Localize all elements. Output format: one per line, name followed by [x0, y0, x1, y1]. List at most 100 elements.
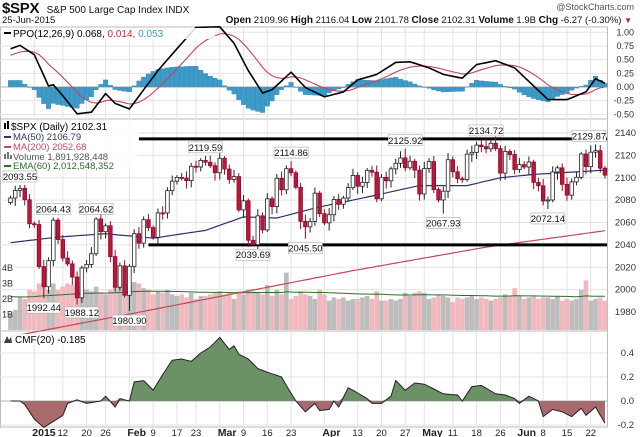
candlestick: [326, 208, 332, 231]
ppo-histogram-bar: [8, 80, 13, 88]
volume-bar: [479, 297, 484, 330]
volume-bar: [483, 299, 489, 330]
ppo-histogram-bar: [531, 86, 537, 99]
volume-bar: [226, 292, 232, 330]
ppo-histogram-bar: [554, 86, 560, 97]
volume-bar: [445, 297, 451, 330]
volume-bar: [498, 297, 503, 330]
candlestick: [517, 157, 522, 173]
candlestick: [450, 156, 456, 178]
candlestick: [17, 184, 23, 198]
ppo-histogram-bar: [84, 86, 90, 100]
candlestick: [369, 165, 375, 177]
candle-body: [231, 176, 237, 180]
price-annotation: 2045.50: [288, 242, 323, 255]
candle-body: [165, 190, 170, 214]
volume-bar: [184, 297, 189, 330]
price-annotation-box: [112, 314, 147, 327]
ppo-histogram-bar: [203, 73, 208, 88]
candle-body: [108, 225, 113, 257]
candlestick: [388, 166, 394, 188]
ppo-histogram-bar: [412, 83, 418, 88]
price-annotation-box: [425, 217, 461, 229]
volume-bar: [122, 283, 127, 330]
ppo-axis-tick: 0.50: [616, 55, 634, 65]
ppo-histogram-bar: [483, 81, 489, 88]
candlestick: [241, 195, 246, 218]
candlestick: [502, 145, 508, 180]
ppo-line: [10, 25, 606, 115]
volume-bar: [460, 299, 465, 330]
candle-body: [136, 233, 142, 244]
candlestick: [422, 161, 427, 200]
candlestick: [60, 235, 66, 262]
candle-body: [131, 233, 137, 267]
candle-body: [579, 153, 584, 178]
candlestick: [236, 173, 241, 213]
volume-bar: [360, 297, 365, 330]
candlestick: [65, 251, 70, 267]
candlestick: [74, 271, 80, 305]
candle-body: [384, 176, 389, 182]
ppo-histogram-bar: [126, 86, 132, 93]
candle-body: [331, 199, 337, 216]
volume-bar: [450, 302, 456, 330]
candle-body: [98, 218, 104, 233]
price-annotation: 2114.86: [273, 146, 309, 159]
ppo-histogram-bar: [279, 86, 285, 90]
volume-bar: [379, 300, 384, 330]
x-axis-tick: 23: [286, 428, 297, 437]
candle-body: [450, 159, 456, 173]
x-axis-tick: 13: [352, 428, 363, 437]
volume-bar: [369, 299, 375, 330]
volume-bar: [550, 299, 555, 330]
candlestick: [217, 152, 222, 180]
candle-body: [179, 176, 184, 179]
cmf-legend: CMF(20) -0.185: [15, 335, 86, 346]
candlestick: [559, 163, 565, 192]
price-annotation: 2064.62: [78, 203, 114, 215]
candlestick: [136, 226, 142, 249]
ppo-histogram-bar: [122, 86, 128, 92]
volume-bar: [8, 312, 13, 330]
ma50-legend: MA(50) 2106.79: [13, 132, 81, 143]
volume-bar: [198, 295, 204, 330]
candle-body: [60, 239, 66, 259]
ppo-axis-tick: 0.75: [616, 41, 634, 51]
candle-body: [417, 169, 422, 195]
candlestick: [98, 213, 104, 240]
brand-watermark[interactable]: @StockCharts.com: [556, 2, 634, 12]
candle-body: [217, 157, 222, 174]
volume-bar: [431, 297, 437, 330]
candle-body: [222, 157, 227, 170]
ppo-histogram-bar: [12, 80, 18, 88]
candlestick: [403, 148, 408, 172]
ppo-histogram-bar: [488, 81, 494, 88]
x-axis-tick: Jun: [517, 427, 536, 437]
candlestick: [355, 172, 360, 195]
candle-body: [345, 187, 351, 199]
volume-bar: [526, 297, 532, 330]
cmf-panel: [0, 336, 607, 429]
price-annotation-label: 2045.50: [288, 244, 322, 255]
candle-body: [117, 265, 123, 288]
quote-summary: Open 2109.96 High 2116.04 Low 2101.78 Cl…: [226, 15, 632, 26]
candlestick: [89, 247, 94, 268]
candle-body: [155, 212, 161, 238]
price-axis-tick: 2000: [615, 285, 636, 296]
candle-body: [288, 168, 294, 174]
volume-bar: [284, 272, 289, 330]
exchange: INDX: [165, 5, 190, 16]
candle-body: [474, 144, 479, 153]
candlestick: [445, 153, 451, 198]
candlestick: [341, 195, 346, 209]
ppo-histogram-bar: [478, 80, 484, 88]
volume-bar: [108, 289, 113, 330]
candle-body: [574, 176, 579, 183]
x-axis-tick: 8: [541, 428, 546, 437]
candlestick: [246, 198, 251, 247]
candle-body: [284, 168, 289, 191]
price-annotation-label: 2114.86: [274, 148, 308, 159]
x-axis-tick: 2015: [32, 427, 56, 437]
